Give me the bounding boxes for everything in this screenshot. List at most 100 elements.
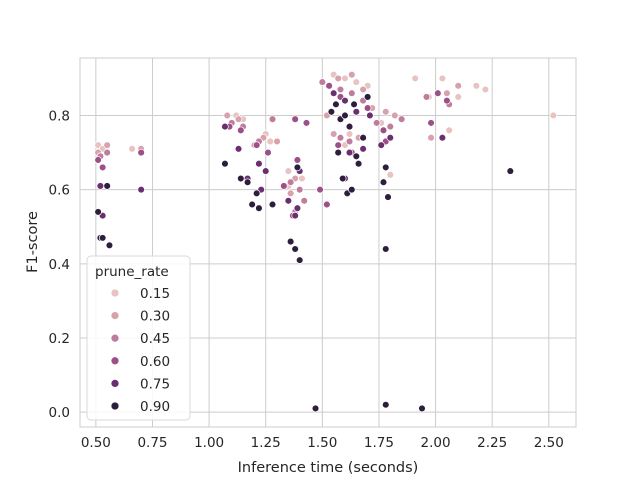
data-point bbox=[345, 137, 354, 146]
data-point bbox=[366, 111, 374, 120]
data-point bbox=[359, 145, 367, 153]
data-point bbox=[286, 237, 295, 246]
data-point bbox=[298, 174, 306, 183]
data-point bbox=[103, 148, 111, 157]
data-point bbox=[350, 100, 358, 109]
data-point bbox=[221, 159, 229, 168]
y-tick-label: 0.6 bbox=[49, 183, 70, 199]
data-point bbox=[237, 174, 245, 183]
y-tick-labels: 0.0 0.2 0.4 0.6 0.8 bbox=[49, 108, 70, 421]
legend-marker bbox=[110, 288, 120, 298]
data-point bbox=[391, 111, 399, 120]
data-point bbox=[293, 163, 302, 172]
data-point bbox=[96, 182, 105, 190]
data-point bbox=[386, 133, 395, 142]
data-point bbox=[352, 78, 361, 86]
data-point bbox=[268, 200, 277, 209]
data-point bbox=[382, 163, 390, 172]
data-point bbox=[445, 126, 453, 135]
y-tick-label: 0.0 bbox=[49, 405, 70, 421]
data-point bbox=[311, 404, 320, 413]
x-tick-label: 2.00 bbox=[421, 435, 451, 451]
data-point bbox=[386, 122, 395, 131]
data-point bbox=[327, 108, 336, 116]
data-point bbox=[255, 159, 263, 168]
data-point bbox=[506, 167, 515, 175]
data-point bbox=[334, 148, 342, 157]
x-axis-title: Inference time (seconds) bbox=[238, 460, 419, 476]
data-point bbox=[352, 152, 361, 161]
data-point bbox=[94, 208, 102, 216]
data-point bbox=[284, 167, 293, 175]
data-point bbox=[268, 115, 277, 123]
data-point bbox=[336, 133, 345, 142]
data-point bbox=[427, 119, 435, 127]
x-tick-label: 0.75 bbox=[137, 435, 167, 451]
data-point bbox=[379, 178, 388, 186]
data-point bbox=[334, 74, 342, 83]
x-tick-label: 0.50 bbox=[81, 435, 111, 451]
x-tick-label: 1.00 bbox=[194, 435, 224, 451]
data-point bbox=[372, 119, 381, 127]
data-point bbox=[221, 122, 229, 131]
data-point bbox=[363, 93, 372, 101]
legend-marker bbox=[110, 333, 120, 343]
data-point bbox=[379, 126, 388, 135]
data-point bbox=[341, 74, 349, 83]
legend-entry: 0.60 bbox=[140, 354, 170, 370]
data-point bbox=[363, 104, 372, 112]
data-point bbox=[291, 115, 299, 123]
data-point bbox=[318, 78, 327, 86]
data-point bbox=[384, 193, 392, 201]
data-points bbox=[94, 70, 558, 413]
y-tick-label: 0.8 bbox=[49, 108, 70, 124]
data-point bbox=[280, 182, 288, 190]
legend-entry: 0.15 bbox=[140, 286, 170, 302]
data-point bbox=[94, 156, 102, 164]
data-point bbox=[252, 189, 261, 198]
data-point bbox=[266, 137, 274, 146]
data-point bbox=[334, 141, 342, 149]
data-point bbox=[98, 163, 107, 172]
data-point bbox=[286, 178, 295, 186]
data-point bbox=[300, 197, 308, 205]
data-point bbox=[248, 200, 256, 209]
x-tick-label: 2.25 bbox=[477, 435, 507, 451]
data-point bbox=[264, 148, 272, 157]
data-point bbox=[411, 74, 419, 83]
data-point bbox=[255, 204, 263, 212]
data-point bbox=[341, 96, 349, 105]
data-point bbox=[336, 85, 345, 94]
data-point bbox=[438, 133, 447, 142]
data-point bbox=[291, 211, 299, 220]
data-point bbox=[329, 89, 338, 97]
data-point bbox=[549, 111, 558, 120]
data-point bbox=[348, 70, 356, 79]
legend-marker bbox=[110, 311, 120, 320]
y-axis-title: F1-score bbox=[25, 211, 41, 273]
data-point bbox=[354, 159, 363, 168]
data-point bbox=[345, 148, 354, 157]
data-point bbox=[329, 130, 338, 138]
data-point bbox=[286, 189, 295, 198]
y-tick-label: 0.2 bbox=[49, 331, 70, 347]
data-point bbox=[341, 111, 349, 120]
x-tick-label: 1.25 bbox=[251, 435, 281, 451]
data-point bbox=[348, 185, 356, 194]
data-point bbox=[261, 167, 270, 175]
data-point bbox=[137, 148, 145, 157]
legend-box bbox=[86, 255, 191, 421]
data-point bbox=[273, 137, 281, 146]
data-point bbox=[293, 204, 302, 212]
data-point bbox=[481, 85, 490, 94]
data-point bbox=[382, 245, 390, 253]
legend-entry: 0.75 bbox=[140, 376, 170, 392]
data-point bbox=[302, 119, 311, 127]
data-point bbox=[103, 182, 111, 190]
data-point bbox=[454, 93, 462, 101]
data-point bbox=[128, 145, 136, 153]
data-point bbox=[382, 108, 390, 116]
data-point bbox=[234, 145, 243, 153]
data-point bbox=[427, 133, 435, 142]
